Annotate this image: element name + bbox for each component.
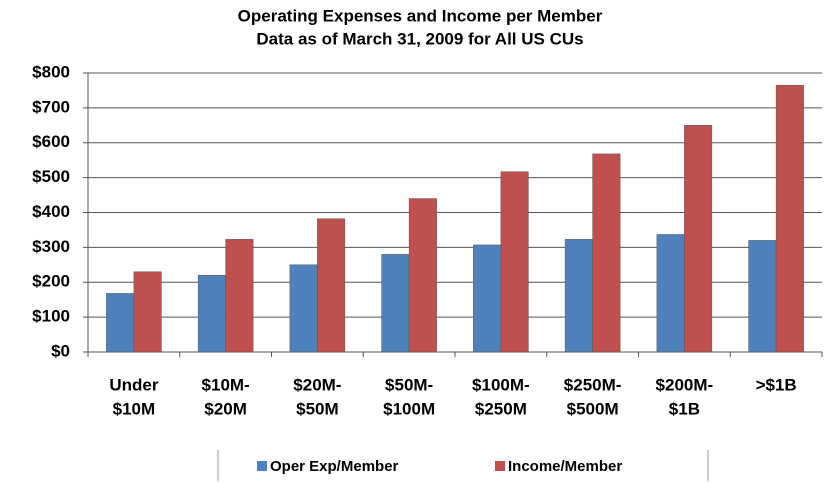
legend-swatch xyxy=(257,461,267,471)
legend-label: Income/Member xyxy=(508,458,622,475)
x-tick-label: $100M- xyxy=(472,375,530,394)
bar xyxy=(500,171,529,353)
bar xyxy=(133,271,162,353)
y-tick-label: $100 xyxy=(32,307,70,326)
y-tick-label: $500 xyxy=(32,167,70,186)
legend-label: Oper Exp/Member xyxy=(270,458,399,475)
x-tick-label: Under xyxy=(109,375,159,394)
chart-title: Operating Expenses and Income per Member xyxy=(238,6,603,25)
bar xyxy=(381,254,410,353)
y-tick-label: $400 xyxy=(32,202,70,221)
bar xyxy=(564,239,593,353)
x-tick-label: $250M- xyxy=(564,375,622,394)
x-tick-label: $10M- xyxy=(202,375,250,394)
x-tick-label: $250M xyxy=(475,399,527,418)
x-tick-label: $50M- xyxy=(385,375,433,394)
bar xyxy=(684,125,713,353)
x-tick-label: $100M xyxy=(383,399,435,418)
y-tick-label: $700 xyxy=(32,97,70,116)
bar xyxy=(197,275,226,353)
x-tick-label: $50M xyxy=(296,399,339,418)
y-tick-label: $300 xyxy=(32,237,70,256)
x-tick-label: $10M xyxy=(113,399,156,418)
x-tick-label: >$1B xyxy=(756,375,797,394)
bar xyxy=(656,234,685,353)
y-tick-label: $200 xyxy=(32,272,70,291)
x-tick-label: $500M xyxy=(567,399,619,418)
x-tick-label: $200M- xyxy=(656,375,714,394)
bar xyxy=(775,84,804,353)
x-tick-label: $20M xyxy=(204,399,247,418)
legend-swatch xyxy=(495,461,505,471)
y-tick-label: $800 xyxy=(32,62,70,81)
chart-subtitle: Data as of March 31, 2009 for All US CUs xyxy=(256,29,583,48)
bar xyxy=(289,264,318,353)
y-tick-label: $600 xyxy=(32,132,70,151)
bar xyxy=(748,240,777,353)
bar xyxy=(592,153,621,353)
bar xyxy=(225,239,254,353)
bar xyxy=(317,218,346,353)
bar xyxy=(106,293,135,353)
bar xyxy=(408,198,437,353)
y-tick-label: $0 xyxy=(51,341,70,360)
x-tick-label: $20M- xyxy=(293,375,341,394)
x-tick-label: $1B xyxy=(669,399,700,418)
bar xyxy=(473,244,502,353)
